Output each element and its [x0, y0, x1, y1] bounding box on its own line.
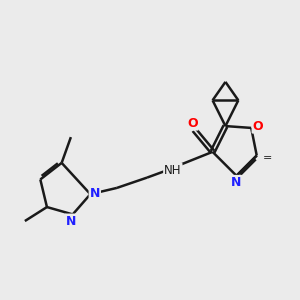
Text: N: N — [66, 214, 76, 227]
Text: N: N — [231, 176, 242, 189]
Text: NH: NH — [164, 164, 182, 177]
Text: N: N — [90, 187, 100, 200]
Text: O: O — [253, 120, 263, 133]
Text: O: O — [187, 117, 198, 130]
Text: =: = — [263, 154, 272, 164]
